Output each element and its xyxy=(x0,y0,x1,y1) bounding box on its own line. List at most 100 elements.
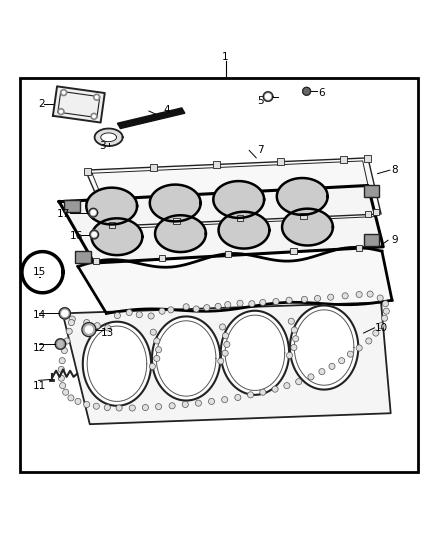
Circle shape xyxy=(367,291,373,297)
Polygon shape xyxy=(55,339,66,349)
Circle shape xyxy=(383,308,389,314)
Circle shape xyxy=(291,344,297,351)
Circle shape xyxy=(329,364,335,369)
Polygon shape xyxy=(263,92,273,101)
Circle shape xyxy=(60,90,67,95)
Circle shape xyxy=(104,405,110,410)
Text: 11: 11 xyxy=(33,381,46,391)
Circle shape xyxy=(159,308,165,314)
Bar xyxy=(213,160,220,167)
Circle shape xyxy=(382,301,389,307)
Polygon shape xyxy=(92,232,96,237)
Bar xyxy=(150,164,157,171)
Text: 8: 8 xyxy=(391,165,398,175)
Circle shape xyxy=(63,389,69,395)
Circle shape xyxy=(237,300,243,306)
Circle shape xyxy=(286,297,292,303)
Circle shape xyxy=(168,307,174,313)
Circle shape xyxy=(60,383,66,389)
Text: 15: 15 xyxy=(33,267,46,277)
Polygon shape xyxy=(150,184,201,221)
Circle shape xyxy=(193,306,199,312)
Circle shape xyxy=(288,318,294,324)
Polygon shape xyxy=(58,341,63,348)
Circle shape xyxy=(183,304,189,310)
Circle shape xyxy=(366,338,372,344)
Circle shape xyxy=(286,352,293,359)
Polygon shape xyxy=(92,219,142,255)
Bar xyxy=(364,155,371,162)
Bar xyxy=(75,251,91,263)
Polygon shape xyxy=(85,158,381,226)
Circle shape xyxy=(149,364,155,369)
Circle shape xyxy=(204,304,210,311)
Polygon shape xyxy=(63,302,391,424)
Circle shape xyxy=(247,392,254,398)
Circle shape xyxy=(291,327,297,333)
Text: 13: 13 xyxy=(101,328,114,338)
Circle shape xyxy=(93,403,99,409)
Circle shape xyxy=(169,403,175,409)
Polygon shape xyxy=(90,230,99,239)
Circle shape xyxy=(381,315,388,321)
Circle shape xyxy=(308,374,314,380)
Circle shape xyxy=(68,319,74,326)
Polygon shape xyxy=(117,108,185,128)
Polygon shape xyxy=(78,247,392,313)
Text: 14: 14 xyxy=(33,310,46,320)
Polygon shape xyxy=(101,133,117,142)
Circle shape xyxy=(342,293,348,299)
Circle shape xyxy=(126,310,132,316)
Text: 2: 2 xyxy=(39,100,45,109)
Polygon shape xyxy=(82,322,96,336)
Bar xyxy=(84,168,91,175)
Circle shape xyxy=(339,358,345,364)
Text: 5: 5 xyxy=(257,96,264,106)
Circle shape xyxy=(377,295,383,301)
Circle shape xyxy=(154,356,160,361)
Circle shape xyxy=(142,405,148,410)
Circle shape xyxy=(222,350,228,356)
Polygon shape xyxy=(53,86,105,123)
Bar xyxy=(109,222,115,228)
Text: 9: 9 xyxy=(391,235,398,245)
Bar xyxy=(364,185,379,197)
Bar xyxy=(277,158,284,165)
Polygon shape xyxy=(152,317,220,400)
Circle shape xyxy=(94,94,100,100)
Circle shape xyxy=(69,316,75,322)
Circle shape xyxy=(235,394,241,400)
Text: 10: 10 xyxy=(374,323,388,333)
Circle shape xyxy=(224,342,230,348)
Circle shape xyxy=(328,294,334,300)
Circle shape xyxy=(59,358,65,364)
Circle shape xyxy=(95,96,98,99)
Circle shape xyxy=(58,109,64,115)
Text: 3: 3 xyxy=(99,141,106,151)
Polygon shape xyxy=(89,208,98,217)
Text: 1: 1 xyxy=(222,52,229,62)
Polygon shape xyxy=(83,322,151,406)
Circle shape xyxy=(356,345,362,351)
Circle shape xyxy=(273,298,279,304)
Circle shape xyxy=(62,91,65,94)
Circle shape xyxy=(68,395,74,401)
Bar xyxy=(237,215,243,221)
Circle shape xyxy=(208,398,215,405)
Circle shape xyxy=(301,296,307,302)
Circle shape xyxy=(64,338,70,344)
Text: 17: 17 xyxy=(57,209,70,219)
Circle shape xyxy=(129,405,135,411)
Circle shape xyxy=(84,401,90,408)
Circle shape xyxy=(223,333,229,339)
Circle shape xyxy=(195,400,201,406)
Circle shape xyxy=(93,115,95,118)
Polygon shape xyxy=(277,178,328,215)
Circle shape xyxy=(284,383,290,389)
Circle shape xyxy=(75,398,81,405)
Bar xyxy=(356,245,362,251)
Circle shape xyxy=(260,300,266,305)
Circle shape xyxy=(91,113,97,119)
Circle shape xyxy=(58,366,64,373)
Circle shape xyxy=(219,324,226,330)
